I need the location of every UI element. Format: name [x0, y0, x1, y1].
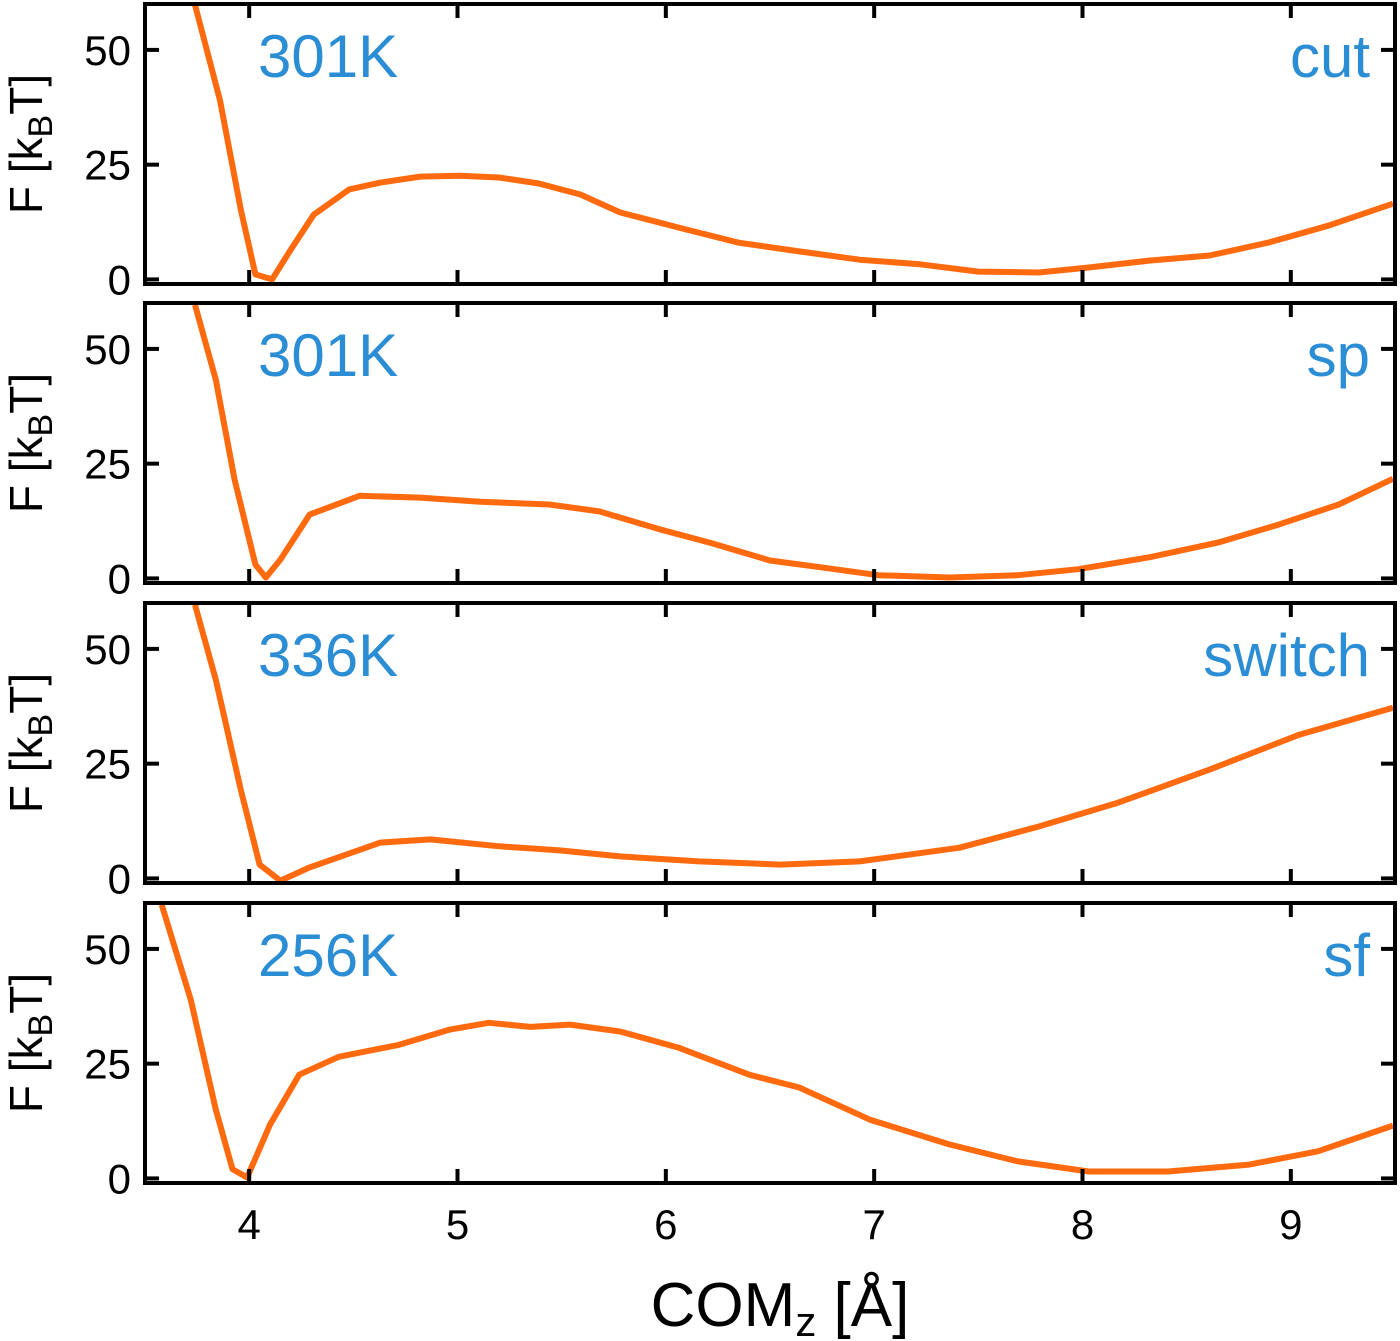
y-tick-label: 25: [84, 741, 131, 788]
y-axis-label-part: F [k: [0, 435, 52, 513]
y-tick-label: 50: [84, 326, 131, 373]
annotation: sp: [1307, 322, 1370, 389]
plot-frame: [143, 901, 1397, 1185]
y-axis-label: F [kBT]: [0, 673, 60, 813]
y-axis-label-part: B: [22, 414, 60, 437]
y-axis-label: F [kBT]: [0, 973, 60, 1113]
y-tick-label: 25: [84, 1041, 131, 1088]
y-axis-label: F [kBT]: [0, 74, 60, 214]
y-tick-label: 0: [108, 256, 131, 303]
x-tick-label: 9: [1279, 1201, 1302, 1248]
plot-frame: [143, 601, 1397, 885]
x-tick-label: 6: [654, 1201, 677, 1248]
annotation: 301K: [258, 322, 398, 389]
y-tick-label: 0: [108, 855, 131, 902]
y-axis-label: F [kBT]: [0, 373, 60, 513]
y-axis-label-part: T]: [0, 973, 52, 1014]
y-tick-label: 25: [84, 142, 131, 189]
y-axis-label-part: B: [22, 1014, 60, 1037]
y-axis-label-part: F [k: [0, 735, 52, 813]
plot-frame: [143, 2, 1397, 286]
y-axis-label-part: T]: [0, 74, 52, 115]
x-axis-label-part: [Å]: [816, 1271, 909, 1340]
x-axis-label: COMz [Å]: [651, 1271, 910, 1341]
y-axis-label-part: B: [22, 115, 60, 138]
y-tick-label: 0: [108, 1155, 131, 1202]
y-axis-label-part: T]: [0, 373, 52, 414]
data-line: [158, 903, 1394, 1181]
annotation: sf: [1323, 922, 1370, 989]
y-tick-label: 25: [84, 441, 131, 488]
data-line: [192, 303, 1395, 581]
y-axis-label-part: F [k: [0, 1035, 52, 1113]
annotation: 256K: [258, 922, 398, 989]
annotation: switch: [1203, 622, 1370, 689]
annotation: cut: [1290, 23, 1370, 90]
plot-frame: [143, 301, 1397, 585]
x-tick-label: 8: [1071, 1201, 1094, 1248]
y-tick-label: 50: [84, 926, 131, 973]
y-axis-label-part: B: [22, 714, 60, 737]
y-tick-label: 50: [84, 626, 131, 673]
x-tick-label: 5: [446, 1201, 469, 1248]
annotation: 301K: [258, 23, 398, 90]
x-tick-label: 4: [237, 1201, 260, 1248]
data-line: [192, 4, 1394, 283]
annotation: 336K: [258, 622, 398, 689]
y-axis-label-part: T]: [0, 673, 52, 714]
x-axis-label-part: COM: [651, 1271, 796, 1340]
x-axis-label-part: z: [795, 1298, 816, 1341]
y-tick-label: 0: [108, 555, 131, 602]
y-axis-label-part: F [k: [0, 136, 52, 214]
data-line: [192, 603, 1394, 883]
y-tick-label: 50: [84, 27, 131, 74]
x-tick-label: 7: [862, 1201, 885, 1248]
